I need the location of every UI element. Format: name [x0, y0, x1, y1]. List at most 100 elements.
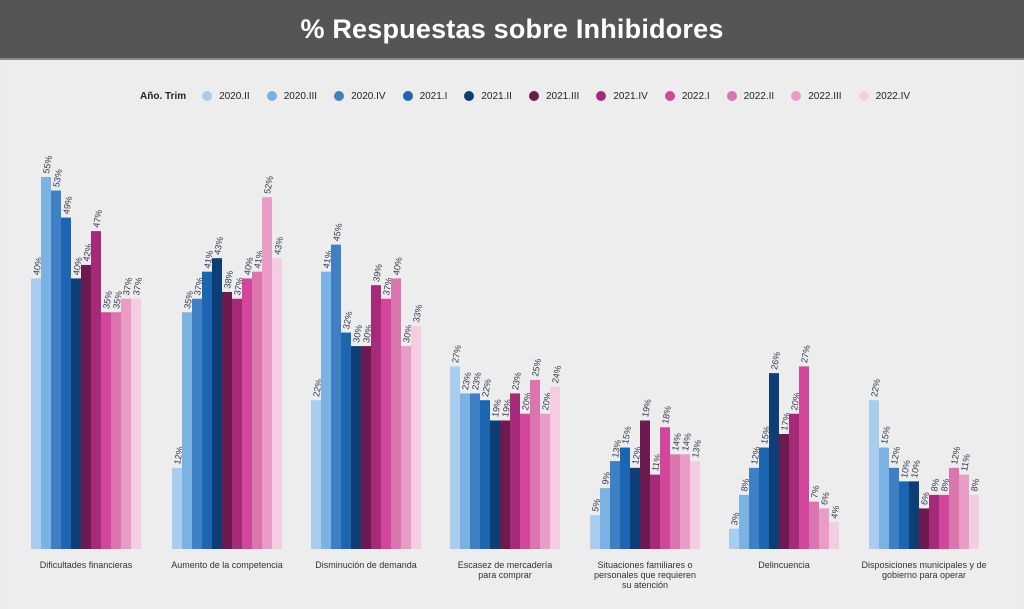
- bar[interactable]: [779, 434, 789, 549]
- legend-item[interactable]: 2021.IV: [596, 91, 648, 102]
- legend-item[interactable]: 2021.III: [528, 91, 579, 102]
- bar[interactable]: [799, 366, 809, 549]
- bar[interactable]: [929, 494, 939, 549]
- bar[interactable]: [341, 332, 351, 549]
- data-label: 30%: [401, 324, 414, 343]
- bar[interactable]: [630, 467, 640, 549]
- bar[interactable]: [212, 258, 222, 549]
- bar[interactable]: [460, 393, 470, 549]
- data-label: 43%: [212, 236, 225, 255]
- data-label: 30%: [351, 324, 364, 343]
- bar[interactable]: [759, 447, 769, 549]
- bar[interactable]: [411, 325, 421, 549]
- bar[interactable]: [969, 494, 979, 549]
- bar[interactable]: [371, 285, 381, 549]
- legend-item[interactable]: 2021.I: [402, 91, 447, 102]
- bar[interactable]: [262, 197, 272, 550]
- bar[interactable]: [111, 312, 121, 549]
- data-label: 12%: [172, 446, 185, 465]
- bar[interactable]: [729, 528, 739, 549]
- bar[interactable]: [480, 400, 490, 549]
- bar[interactable]: [819, 508, 829, 549]
- bar[interactable]: [361, 346, 371, 549]
- bar[interactable]: [31, 278, 41, 549]
- bar[interactable]: [51, 190, 61, 549]
- bar[interactable]: [450, 366, 460, 549]
- bar[interactable]: [610, 461, 620, 549]
- data-label: 26%: [769, 351, 782, 370]
- bar[interactable]: [660, 427, 670, 549]
- bar[interactable]: [172, 467, 182, 549]
- bar[interactable]: [530, 379, 540, 549]
- bar[interactable]: [101, 312, 111, 549]
- bar[interactable]: [401, 346, 411, 549]
- bar[interactable]: [909, 481, 919, 549]
- bar[interactable]: [959, 474, 969, 549]
- bar[interactable]: [490, 420, 500, 549]
- bar[interactable]: [470, 393, 480, 549]
- bar[interactable]: [202, 271, 212, 549]
- bar[interactable]: [670, 454, 680, 549]
- bar[interactable]: [789, 413, 799, 549]
- bar[interactable]: [620, 447, 630, 549]
- bar[interactable]: [520, 413, 530, 549]
- bar[interactable]: [550, 386, 560, 549]
- bar[interactable]: [91, 231, 101, 550]
- data-label: 45%: [331, 223, 344, 242]
- bar[interactable]: [272, 258, 282, 549]
- legend-item[interactable]: 2021.II: [464, 91, 512, 102]
- bar[interactable]: [690, 461, 700, 549]
- bar[interactable]: [640, 420, 650, 549]
- bar[interactable]: [869, 400, 879, 549]
- bar[interactable]: [879, 447, 889, 549]
- bar[interactable]: [311, 400, 321, 549]
- bar[interactable]: [331, 244, 341, 550]
- bar[interactable]: [41, 177, 51, 549]
- legend-item[interactable]: 2020.III: [266, 91, 317, 102]
- bar[interactable]: [232, 298, 242, 549]
- bar[interactable]: [321, 271, 331, 549]
- legend-item[interactable]: 2020.IV: [334, 91, 386, 102]
- bar[interactable]: [829, 521, 839, 549]
- data-label: 49%: [61, 195, 74, 214]
- bar[interactable]: [252, 271, 262, 549]
- bar[interactable]: [222, 291, 232, 549]
- bar[interactable]: [500, 420, 510, 549]
- bar[interactable]: [351, 346, 361, 549]
- bar[interactable]: [540, 413, 550, 549]
- legend-item[interactable]: 2020.II: [202, 91, 250, 102]
- bar[interactable]: [680, 454, 690, 549]
- bar[interactable]: [809, 501, 819, 549]
- bar[interactable]: [391, 278, 401, 549]
- legend-item[interactable]: 2022.I: [664, 91, 710, 102]
- bar[interactable]: [61, 217, 71, 549]
- legend-marker-icon: [266, 91, 277, 101]
- data-label: 15%: [879, 425, 892, 444]
- bar[interactable]: [749, 467, 759, 549]
- bar[interactable]: [192, 298, 202, 549]
- bar[interactable]: [242, 278, 252, 549]
- bar[interactable]: [739, 494, 749, 549]
- bar[interactable]: [769, 373, 779, 549]
- bar[interactable]: [919, 508, 929, 549]
- bar[interactable]: [121, 298, 131, 549]
- bar[interactable]: [182, 312, 192, 549]
- bar[interactable]: [939, 494, 949, 549]
- data-label: 33%: [411, 304, 424, 323]
- legend-item[interactable]: 2022.III: [791, 91, 842, 102]
- legend-item[interactable]: 2022.II: [726, 91, 774, 102]
- bar[interactable]: [590, 515, 600, 549]
- legend-item[interactable]: 2022.IV: [858, 91, 910, 102]
- bar[interactable]: [381, 298, 391, 549]
- bar[interactable]: [600, 488, 610, 549]
- bar[interactable]: [81, 264, 91, 549]
- data-label: 23%: [510, 371, 523, 390]
- bar[interactable]: [510, 393, 520, 549]
- x-tick-label: Dificultades financieras: [40, 560, 133, 570]
- bar[interactable]: [889, 467, 899, 549]
- bar[interactable]: [949, 467, 959, 549]
- bar[interactable]: [71, 278, 81, 549]
- bar[interactable]: [650, 474, 660, 549]
- bar[interactable]: [131, 298, 141, 549]
- bar[interactable]: [899, 481, 909, 549]
